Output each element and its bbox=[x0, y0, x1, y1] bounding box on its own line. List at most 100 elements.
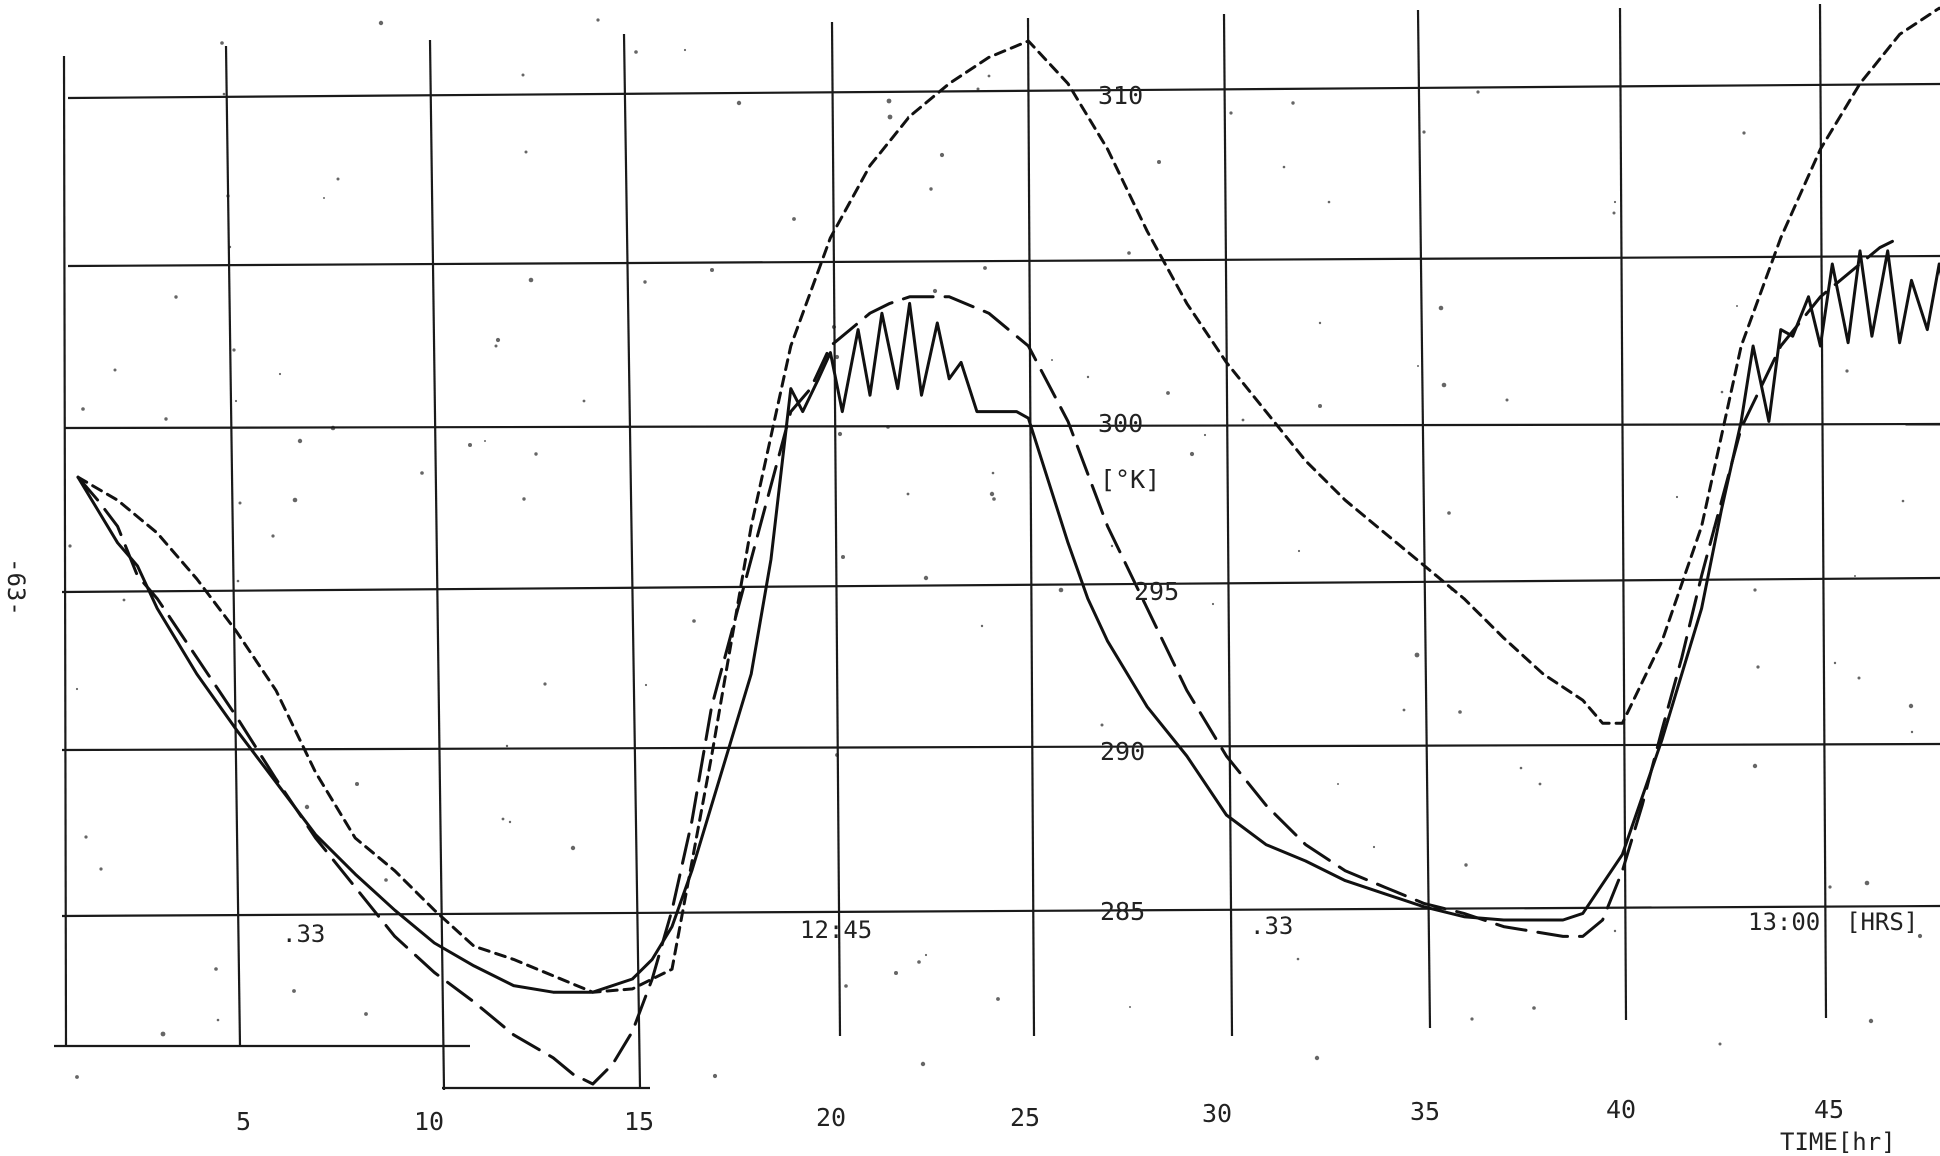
grid-line-v bbox=[428, 39, 446, 1091]
x-tick-label: 45 bbox=[1814, 1095, 1844, 1124]
speck bbox=[292, 989, 296, 993]
grid-line-h bbox=[67, 254, 1940, 268]
speck bbox=[543, 682, 547, 686]
speck bbox=[924, 953, 928, 957]
speck bbox=[1742, 131, 1746, 135]
grid-line-v bbox=[1222, 13, 1234, 1037]
speck bbox=[1613, 200, 1617, 204]
grid-line-v bbox=[224, 45, 242, 1047]
speck bbox=[939, 152, 945, 158]
speck bbox=[505, 744, 509, 748]
speck bbox=[355, 782, 359, 786]
speck bbox=[1447, 511, 1451, 515]
speck bbox=[1753, 588, 1757, 592]
speck bbox=[1229, 111, 1233, 115]
x-tick-label: 20 bbox=[816, 1103, 846, 1132]
speck bbox=[534, 452, 538, 456]
speck bbox=[1868, 1018, 1874, 1024]
speck bbox=[1327, 200, 1331, 204]
annotation-label: .33 bbox=[1250, 912, 1293, 940]
speck bbox=[232, 348, 236, 352]
speck bbox=[160, 1031, 166, 1037]
speck bbox=[521, 73, 525, 77]
speck bbox=[220, 41, 224, 45]
speck bbox=[976, 87, 980, 91]
speck bbox=[906, 492, 910, 496]
speck bbox=[238, 501, 242, 505]
speck bbox=[278, 372, 282, 376]
speck bbox=[841, 555, 845, 559]
speck bbox=[1100, 723, 1104, 727]
grid-line-h bbox=[61, 742, 1940, 752]
speck bbox=[1613, 929, 1617, 933]
speck bbox=[1675, 495, 1679, 499]
y-tick-label: 295 bbox=[1134, 577, 1179, 606]
annotation-label: 12:45 bbox=[800, 916, 872, 944]
speck bbox=[297, 438, 303, 444]
y-tick-label: 300 bbox=[1098, 409, 1143, 438]
grid-line-v bbox=[830, 21, 842, 1037]
speck bbox=[992, 497, 996, 501]
speck bbox=[1086, 375, 1090, 379]
y-tick-label: 310 bbox=[1098, 81, 1143, 110]
grid-line-v bbox=[62, 55, 68, 1047]
speck bbox=[1917, 933, 1923, 939]
annotation-label: 13:00 bbox=[1748, 908, 1820, 936]
speck bbox=[1752, 763, 1758, 769]
series-line-short-dash bbox=[76, 6, 1940, 994]
series-line-solid bbox=[76, 249, 1940, 994]
speck bbox=[1282, 165, 1286, 169]
speck bbox=[643, 280, 647, 284]
speck bbox=[1291, 101, 1295, 105]
x-tick-label: 15 bbox=[624, 1107, 654, 1136]
speck bbox=[508, 820, 512, 824]
speck bbox=[1110, 544, 1114, 548]
speck bbox=[1833, 661, 1837, 665]
annotation-label: [HRS] bbox=[1846, 908, 1918, 936]
speck bbox=[917, 960, 921, 964]
speck bbox=[582, 399, 586, 403]
x-tick-label: 40 bbox=[1606, 1095, 1636, 1124]
speck bbox=[1756, 665, 1760, 669]
speck bbox=[214, 967, 218, 971]
speck bbox=[736, 100, 742, 106]
speck bbox=[1464, 863, 1468, 867]
speck bbox=[323, 197, 325, 199]
speck bbox=[378, 20, 384, 26]
y-tick-label: 285 bbox=[1100, 897, 1145, 926]
speck bbox=[683, 48, 687, 52]
series-group bbox=[76, 6, 1940, 1086]
speck bbox=[887, 114, 893, 120]
speck bbox=[1612, 211, 1616, 215]
speck bbox=[991, 471, 995, 475]
speck bbox=[929, 187, 933, 191]
speck bbox=[1422, 130, 1426, 134]
scan-specks bbox=[68, 18, 1923, 1079]
speck bbox=[1314, 1055, 1320, 1061]
speck bbox=[1458, 710, 1462, 714]
speck bbox=[501, 817, 505, 821]
speck bbox=[894, 971, 898, 975]
speck bbox=[164, 417, 168, 421]
speck bbox=[1337, 783, 1339, 785]
speck bbox=[983, 266, 987, 270]
speck bbox=[1470, 1017, 1474, 1021]
speck bbox=[1438, 305, 1444, 311]
speck bbox=[122, 598, 126, 602]
speck bbox=[1058, 587, 1064, 593]
speck bbox=[1318, 404, 1322, 408]
grid-line-v bbox=[622, 33, 642, 1089]
speck bbox=[710, 268, 714, 272]
grid-line-h bbox=[63, 422, 1940, 430]
speck bbox=[1828, 885, 1832, 889]
speck bbox=[1051, 359, 1053, 361]
speck bbox=[75, 687, 79, 691]
speck bbox=[1532, 1006, 1536, 1010]
y-tick-label: 290 bbox=[1100, 737, 1145, 766]
speck bbox=[1203, 433, 1207, 437]
speck bbox=[1864, 880, 1870, 886]
speck bbox=[1538, 782, 1542, 786]
x-tick-label: 5 bbox=[236, 1107, 251, 1136]
grid bbox=[54, 3, 1940, 1091]
